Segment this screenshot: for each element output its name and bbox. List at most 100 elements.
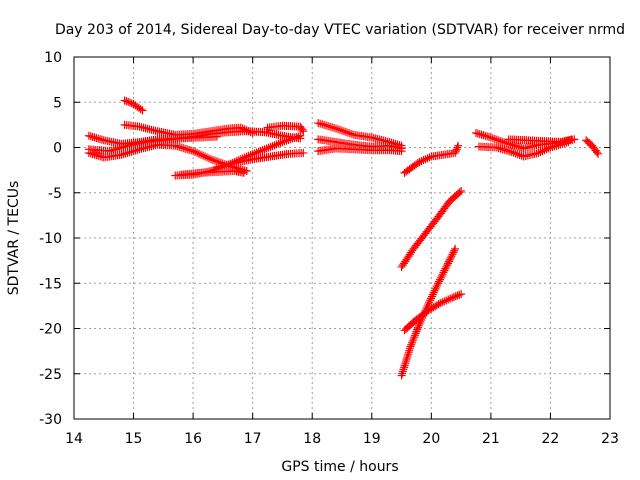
data-point — [455, 188, 464, 197]
data-point — [431, 284, 440, 293]
data-point — [442, 296, 451, 305]
data-point — [498, 137, 507, 146]
data-point — [409, 335, 418, 344]
data-point — [177, 143, 186, 152]
y-tick-label: -30 — [39, 412, 62, 428]
data-point — [193, 148, 202, 157]
data-point — [290, 133, 299, 142]
data-point — [183, 145, 192, 154]
data-point — [440, 266, 449, 275]
y-tick-label: 0 — [53, 141, 62, 157]
data-point — [120, 96, 129, 105]
data-point — [272, 140, 281, 149]
data-series — [177, 167, 248, 179]
data-point — [330, 123, 339, 132]
data-point — [449, 248, 458, 257]
data-point — [427, 292, 436, 301]
data-point — [284, 135, 293, 144]
y-tick-label: -5 — [48, 186, 62, 202]
y-tick-labels: 10 5 0 -5 -10 -15 -20 -25 -30 — [39, 50, 62, 428]
data-point — [513, 150, 522, 159]
data-point — [175, 142, 184, 151]
data-point — [444, 257, 453, 266]
data-point — [538, 147, 547, 156]
data-point — [540, 146, 549, 155]
data-point — [414, 321, 423, 330]
data-point — [316, 119, 325, 128]
data-point — [138, 106, 147, 115]
data-point — [494, 136, 503, 145]
x-tick-label: 20 — [422, 431, 440, 447]
data-series — [212, 148, 308, 172]
x-tick-label: 14 — [65, 431, 83, 447]
data-point — [410, 333, 419, 342]
data-point — [187, 146, 196, 155]
data-point — [345, 129, 354, 138]
data-point — [278, 138, 287, 147]
data-point — [454, 141, 463, 150]
data-point — [212, 132, 221, 141]
data-point — [423, 154, 432, 163]
y-tick-label: 10 — [44, 50, 62, 66]
data-point — [592, 148, 601, 157]
data-point — [455, 290, 464, 299]
data-point — [436, 273, 445, 282]
data-point — [452, 145, 461, 154]
data-point — [119, 150, 128, 159]
x-tick-label: 15 — [125, 431, 143, 447]
data-point — [324, 122, 333, 131]
data-point — [446, 294, 455, 303]
data-point — [457, 290, 466, 299]
data-point — [125, 148, 134, 157]
data-point — [334, 125, 343, 134]
data-point — [434, 300, 443, 309]
data-series — [474, 138, 573, 161]
data-point — [413, 323, 422, 332]
data-point — [413, 325, 422, 334]
data-point — [486, 133, 495, 142]
data-point — [438, 270, 447, 279]
data-point — [488, 134, 497, 143]
data-point — [417, 157, 426, 166]
data-point — [451, 244, 460, 253]
data-point — [258, 146, 267, 155]
x-tick-label: 18 — [303, 431, 321, 447]
data-point — [256, 146, 265, 155]
data-point — [280, 137, 289, 146]
data-point — [425, 153, 434, 162]
data-point — [136, 105, 145, 114]
data-point — [266, 142, 275, 151]
chart-title: Day 203 of 2014, Sidereal Day-to-day VTE… — [55, 22, 625, 38]
data-point — [509, 148, 518, 157]
data-point — [407, 340, 416, 349]
data-point — [288, 134, 297, 143]
data-point — [197, 150, 206, 159]
data-point — [442, 262, 451, 271]
data-point — [260, 145, 269, 154]
data-point — [326, 122, 335, 131]
x-tick-label: 23 — [601, 431, 619, 447]
data-point — [122, 97, 131, 106]
data-point — [433, 281, 442, 290]
data-point — [239, 168, 248, 177]
data-point — [117, 143, 126, 152]
x-tick-label: 22 — [542, 431, 560, 447]
data-point — [286, 135, 295, 144]
data-point — [332, 124, 341, 133]
x-tick-label: 16 — [184, 431, 202, 447]
data-point — [203, 153, 212, 162]
data-point — [199, 151, 208, 160]
series-layer — [84, 96, 603, 380]
data-point — [262, 144, 271, 153]
data-point — [296, 131, 305, 140]
data-point — [407, 338, 416, 347]
data-point — [534, 148, 543, 157]
data-point — [328, 123, 337, 132]
y-tick-label: -15 — [39, 276, 62, 292]
y-tick-label: 5 — [53, 95, 62, 111]
data-point — [448, 250, 457, 259]
data-point — [294, 132, 303, 141]
data-point — [133, 145, 142, 154]
data-point — [457, 186, 466, 195]
